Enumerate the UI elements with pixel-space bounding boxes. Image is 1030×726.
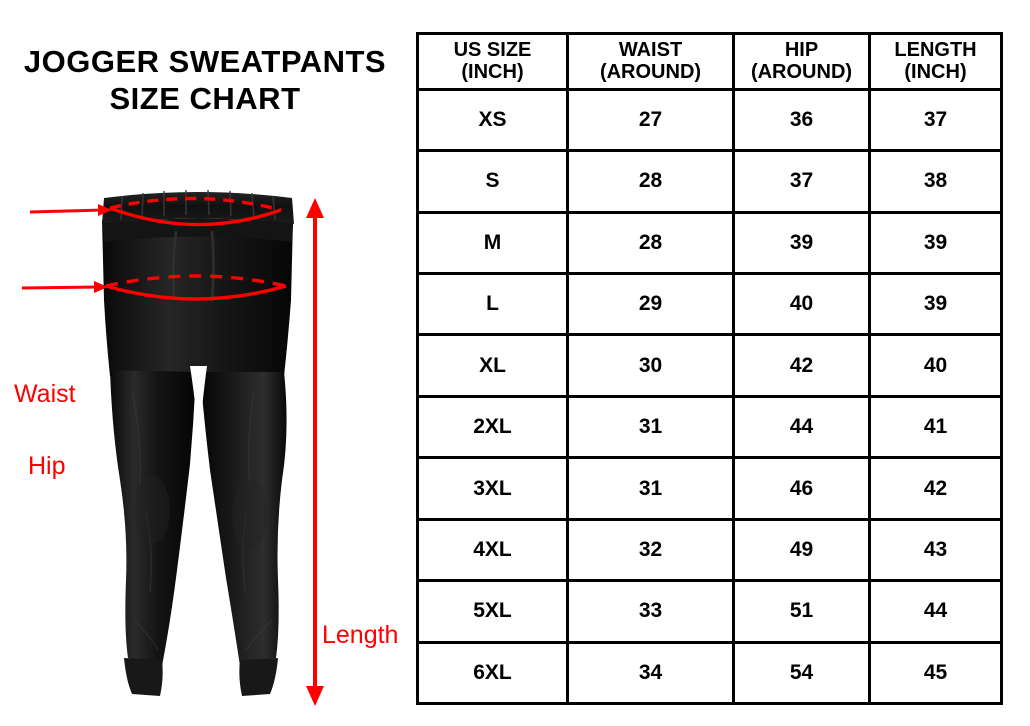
table-row: L 29 40 39: [416, 272, 1003, 337]
cell-waist: 29: [566, 272, 735, 337]
table-row: 2XL 31 44 41: [416, 394, 1003, 460]
column-header-us-size: US SIZE (INCH): [416, 32, 569, 91]
table-row: XS 27 36 37: [416, 87, 1003, 153]
cell-length: 43: [868, 517, 1003, 583]
cell-length: 41: [868, 394, 1003, 460]
cell-size: 5XL: [416, 579, 569, 644]
length-arrow-head-top: [306, 198, 324, 218]
column-header-hip-line1: HIP: [784, 39, 819, 61]
cell-hip: 42: [732, 333, 871, 398]
column-header-waist: WAIST (AROUND): [566, 32, 735, 91]
cell-hip: 37: [732, 149, 871, 214]
cell-waist: 32: [566, 517, 735, 583]
waist-measure-solid: [109, 206, 282, 227]
cell-size: XL: [416, 333, 569, 398]
cell-waist: 33: [566, 579, 735, 644]
page-title: JOGGER SWEATPANTS SIZE CHART: [0, 44, 410, 117]
cell-hip: 49: [732, 517, 871, 583]
cell-length: 37: [868, 87, 1003, 153]
cell-size: L: [416, 272, 569, 337]
table-row: M 28 39 39: [416, 210, 1003, 276]
cell-waist: 27: [566, 87, 735, 153]
hip-arrow-head: [94, 281, 108, 293]
cell-hip: 36: [732, 87, 871, 153]
cell-waist: 30: [566, 333, 735, 398]
size-table-container: US SIZE (INCH) WAIST (AROUND) HIP (AROUN…: [416, 32, 1003, 706]
fabric-folds: [131, 389, 273, 651]
cell-waist: 28: [566, 149, 735, 214]
table-row: 4XL 32 49 43: [416, 517, 1003, 583]
pants-left-cuff: [124, 658, 163, 696]
cell-hip: 51: [732, 579, 871, 644]
hip-arrow-line: [21, 285, 101, 290]
table-row: 5XL 33 51 44: [416, 579, 1003, 644]
cell-waist: 28: [566, 210, 735, 276]
column-header-us-size-line2: (INCH): [461, 61, 524, 84]
right-knee-shading: [232, 480, 268, 548]
column-header-hip: HIP (AROUND): [732, 32, 871, 91]
waist-arrow-line: [29, 208, 105, 214]
cell-length: 40: [868, 333, 1003, 398]
column-header-us-size-line1: US SIZE: [453, 39, 532, 61]
title-line-1: JOGGER SWEATPANTS: [23, 44, 387, 79]
cell-hip: 39: [732, 210, 871, 276]
cell-length: 39: [868, 272, 1003, 337]
length-label: Length: [322, 621, 399, 649]
cell-size: M: [416, 210, 569, 276]
cell-length: 42: [868, 456, 1003, 521]
hip-measure-dashed: [105, 274, 287, 288]
size-table-body: XS 27 36 37 S 28 37 38 M 28 39 39: [416, 87, 1003, 706]
garment-illustration: Waist Hip Length: [0, 180, 410, 726]
pants-right-leg: [200, 372, 287, 666]
cell-hip: 46: [732, 456, 871, 521]
pants-waistband-lower: [103, 218, 293, 242]
waist-measure-dashed: [109, 196, 282, 212]
waistband-gathers: [120, 189, 276, 221]
cell-size: S: [416, 149, 569, 214]
cell-length: 39: [868, 210, 1003, 276]
table-header-row: US SIZE (INCH) WAIST (AROUND) HIP (AROUN…: [416, 32, 1003, 91]
hip-label: Hip: [28, 452, 66, 480]
pants-right-cuff: [239, 658, 278, 696]
cell-length: 45: [868, 640, 1003, 706]
column-header-length-line1: LENGTH: [894, 39, 977, 61]
column-header-length: LENGTH (INCH): [868, 32, 1003, 91]
table-row: 3XL 31 46 42: [416, 456, 1003, 521]
cell-length: 44: [868, 579, 1003, 644]
cell-waist: 34: [566, 640, 735, 706]
table-row: 6XL 34 54 45: [416, 640, 1003, 706]
left-knee-shading: [134, 476, 170, 544]
cell-size: 3XL: [416, 456, 569, 521]
size-chart-table: US SIZE (INCH) WAIST (AROUND) HIP (AROUN…: [416, 32, 1003, 706]
column-header-hip-line2: (AROUND): [750, 61, 853, 84]
pants-left-leg: [110, 370, 196, 666]
hip-measure-solid: [105, 284, 287, 301]
cell-hip: 40: [732, 272, 871, 337]
cell-size: 6XL: [416, 640, 569, 706]
cell-hip: 54: [732, 640, 871, 706]
table-row: XL 30 42 40: [416, 333, 1003, 398]
cell-waist: 31: [566, 394, 735, 460]
column-header-waist-line2: (AROUND): [599, 61, 702, 84]
cell-size: 2XL: [416, 394, 569, 460]
title-line-2: SIZE CHART: [109, 80, 301, 116]
cell-size: 4XL: [416, 517, 569, 583]
table-row: S 28 37 38: [416, 149, 1003, 214]
column-header-length-line2: (INCH): [904, 61, 967, 84]
waist-arrow-head: [98, 204, 112, 216]
jogger-sweatpants-drawing: [21, 189, 324, 706]
length-arrow-head-bottom: [306, 686, 324, 706]
column-header-waist-line1: WAIST: [618, 39, 683, 61]
cell-waist: 31: [566, 456, 735, 521]
waist-label: Waist: [14, 380, 76, 408]
pants-crotch-gap: [190, 366, 207, 448]
cell-length: 38: [868, 149, 1003, 214]
drawstrings: [172, 230, 215, 302]
cell-size: XS: [416, 87, 569, 153]
cell-hip: 44: [732, 394, 871, 460]
